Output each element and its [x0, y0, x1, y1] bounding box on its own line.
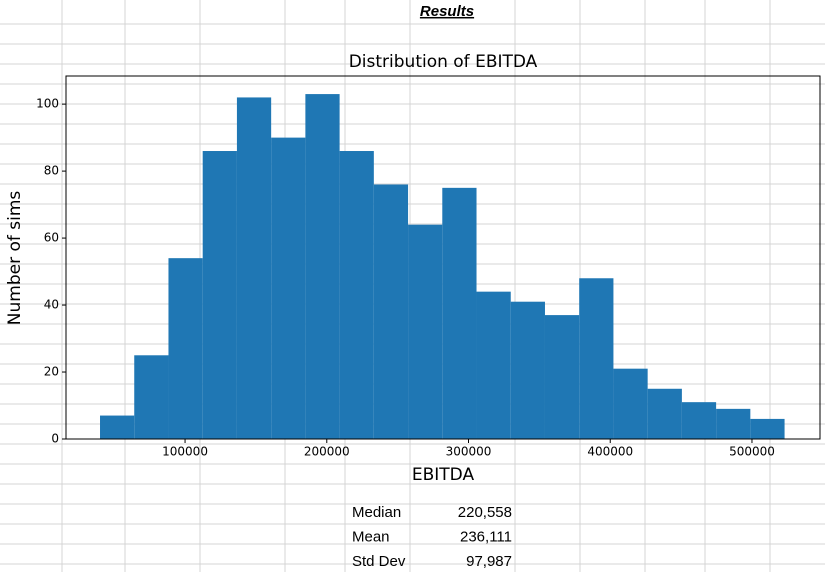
- results-title: Results: [420, 3, 474, 20]
- stat-value: 236,111: [460, 528, 512, 545]
- bar: [373, 184, 409, 439]
- x-axis-label: EBITDA: [412, 465, 475, 485]
- x-tick-label: 100000: [162, 445, 208, 459]
- bar: [271, 137, 306, 439]
- bar: [613, 368, 648, 439]
- y-tick-label: 60: [44, 231, 59, 245]
- x-tick-label: 500000: [729, 445, 775, 459]
- bar: [647, 388, 682, 439]
- chart-title: Distribution of EBITDA: [349, 52, 538, 72]
- stat-label: Median: [352, 504, 401, 521]
- bar: [236, 97, 272, 439]
- bar: [579, 278, 614, 439]
- bar: [305, 94, 340, 440]
- bar: [100, 415, 135, 439]
- bar: [510, 301, 545, 439]
- y-tick-label: 20: [44, 365, 59, 379]
- bar: [134, 355, 169, 439]
- bar: [716, 408, 751, 439]
- bar: [339, 151, 374, 440]
- plot-area: [65, 75, 821, 440]
- y-tick-label: 40: [44, 298, 59, 312]
- x-tick-label: 400000: [587, 445, 633, 459]
- bar: [750, 418, 785, 439]
- bar: [681, 402, 717, 439]
- bar: [202, 151, 237, 440]
- y-tick-label: 0: [51, 432, 59, 446]
- bar: [544, 315, 580, 439]
- stat-label: Mean: [352, 528, 390, 545]
- y-tick-label: 100: [36, 97, 59, 111]
- x-tick-label: 200000: [304, 445, 350, 459]
- stat-value: 97,987: [466, 553, 512, 570]
- y-axis-label: Number of sims: [5, 191, 25, 326]
- bar: [442, 187, 477, 439]
- bar: [168, 258, 203, 439]
- stat-value: 220,558: [458, 504, 512, 521]
- x-tick-label: 300000: [446, 445, 492, 459]
- bar: [408, 224, 443, 439]
- stat-label: Std Dev: [352, 553, 406, 570]
- bar: [476, 291, 511, 439]
- y-tick-label: 80: [44, 164, 59, 178]
